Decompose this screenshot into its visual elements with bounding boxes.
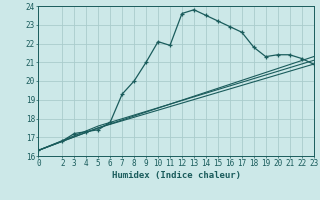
X-axis label: Humidex (Indice chaleur): Humidex (Indice chaleur)	[111, 171, 241, 180]
